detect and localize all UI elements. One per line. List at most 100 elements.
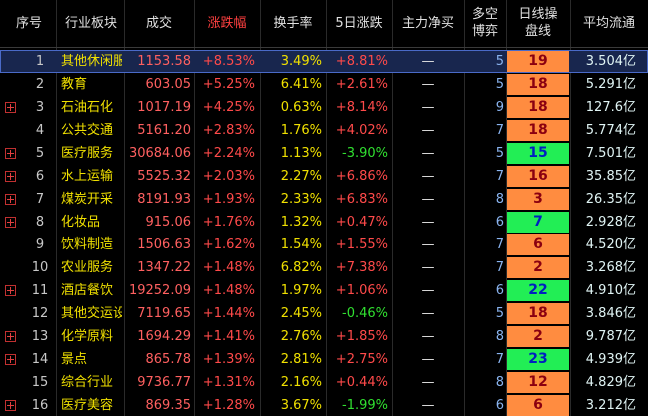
daily-line: 18 — [507, 119, 569, 141]
sector-name[interactable]: 农业服务 — [61, 260, 114, 276]
turnover: 7119.65 — [137, 306, 191, 322]
column-header[interactable]: 日线操盘线 — [518, 7, 558, 39]
sector-name[interactable]: 煤炭开采 — [61, 191, 114, 207]
change-pct: +1.76% — [202, 214, 255, 230]
column-header[interactable]: 换手率 — [273, 15, 313, 31]
sector-name[interactable]: 其他休闲服 — [61, 54, 122, 69]
column-header[interactable]: 5日涨跌 — [335, 15, 383, 31]
column-header[interactable]: 行业板块 — [64, 15, 117, 31]
sector-name[interactable]: 水上运输 — [61, 168, 114, 184]
column-header[interactable]: 序号 — [15, 15, 42, 31]
change-pct: +1.93% — [202, 191, 255, 207]
expand-button[interactable] — [5, 147, 16, 159]
main-net-buy: — — [421, 375, 435, 391]
expand-button[interactable] — [5, 193, 16, 205]
column-header[interactable]: 平均流通 — [582, 15, 635, 31]
sector-name[interactable]: 石油石化 — [61, 99, 114, 115]
avg-float: 35.85亿 — [585, 168, 636, 184]
expand-button[interactable] — [5, 354, 16, 366]
expand-button[interactable] — [5, 285, 16, 297]
column-separator — [124, 0, 125, 416]
sector-name[interactable]: 教育 — [61, 76, 88, 92]
turnover: 5161.20 — [137, 122, 191, 138]
expand-button[interactable] — [5, 170, 16, 182]
turnover-rate: 1.32% — [280, 214, 322, 230]
avg-float: 5.291亿 — [585, 76, 636, 92]
sector-name[interactable]: 公共交通 — [61, 122, 114, 138]
long-short: 7 — [495, 260, 504, 276]
five-day-change: +1.06% — [335, 283, 388, 299]
sector-name[interactable]: 其他交运设 — [61, 306, 122, 322]
sector-name[interactable]: 医疗服务 — [61, 145, 114, 161]
sector-name[interactable]: 化学原料 — [61, 329, 114, 345]
long-short: 7 — [495, 122, 504, 138]
avg-float: 2.928亿 — [585, 214, 636, 230]
five-day-change: -3.90% — [342, 145, 388, 161]
turnover: 603.05 — [145, 76, 192, 92]
sector-name[interactable]: 医疗美容 — [61, 397, 114, 413]
turnover-rate: 6.41% — [280, 76, 322, 92]
five-day-change: +0.44% — [335, 375, 388, 391]
daily-line: 12 — [507, 372, 569, 394]
avg-float: 5.774亿 — [585, 122, 636, 138]
five-day-change: +6.83% — [335, 191, 388, 207]
avg-float: 4.520亿 — [585, 237, 636, 253]
change-pct: +1.48% — [202, 283, 255, 299]
daily-line: 7 — [507, 211, 569, 233]
column-header[interactable]: 主力净买 — [401, 15, 454, 31]
column-header[interactable]: 涨跌幅 — [207, 15, 247, 31]
column-separator — [392, 0, 393, 416]
column-separator — [56, 0, 57, 416]
avg-float: 4.910亿 — [585, 283, 636, 299]
avg-float: 4.939亿 — [585, 352, 636, 368]
change-pct: +2.03% — [202, 168, 255, 184]
change-pct: +1.62% — [202, 237, 255, 253]
expand-button[interactable] — [5, 216, 16, 228]
avg-float: 3.268亿 — [585, 260, 636, 276]
main-net-buy: — — [421, 122, 435, 138]
row-number: 2 — [35, 76, 45, 92]
avg-float: 9.787亿 — [585, 329, 636, 345]
sector-name[interactable]: 酒店餐饮 — [61, 283, 114, 299]
main-net-buy: — — [421, 99, 435, 115]
expand-button[interactable] — [5, 101, 16, 113]
five-day-change: +4.02% — [335, 122, 388, 138]
row-number: 12 — [31, 306, 49, 322]
main-net-buy: — — [421, 237, 435, 253]
turnover-rate: 2.27% — [280, 168, 322, 184]
change-pct: +1.41% — [202, 329, 255, 345]
sector-name[interactable]: 饮料制造 — [61, 237, 114, 253]
turnover: 915.06 — [145, 214, 192, 230]
main-net-buy: — — [421, 352, 435, 368]
sector-name[interactable]: 景点 — [61, 352, 88, 368]
turnover: 869.35 — [145, 397, 192, 413]
daily-line: 6 — [507, 234, 569, 256]
long-short: 7 — [495, 237, 504, 253]
avg-float: 7.501亿 — [585, 145, 636, 161]
column-header[interactable]: 多空博弈 — [472, 7, 499, 39]
expand-button[interactable] — [5, 331, 16, 343]
turnover: 1347.22 — [137, 260, 191, 276]
avg-float: 127.6亿 — [585, 99, 636, 115]
expand-button[interactable] — [5, 399, 16, 411]
row-number: 7 — [35, 191, 45, 207]
long-short: 5 — [495, 306, 504, 322]
sector-name[interactable]: 化妆品 — [61, 214, 101, 230]
turnover: 1153.58 — [137, 54, 191, 69]
long-short: 7 — [495, 352, 504, 368]
long-short: 8 — [495, 191, 504, 207]
sector-name[interactable]: 综合行业 — [61, 375, 114, 391]
five-day-change: +2.61% — [335, 76, 388, 92]
column-separator — [506, 0, 507, 416]
five-day-change: +2.75% — [335, 352, 388, 368]
daily-line: 18 — [507, 303, 569, 325]
five-day-change: +8.81% — [335, 54, 388, 69]
main-net-buy: — — [421, 191, 435, 207]
column-header[interactable]: 成交 — [145, 15, 172, 31]
row-number: 13 — [31, 329, 49, 345]
main-net-buy: — — [421, 168, 435, 184]
turnover-rate: 1.13% — [280, 145, 322, 161]
change-pct: +1.44% — [202, 306, 255, 322]
change-pct: +1.48% — [202, 260, 255, 276]
